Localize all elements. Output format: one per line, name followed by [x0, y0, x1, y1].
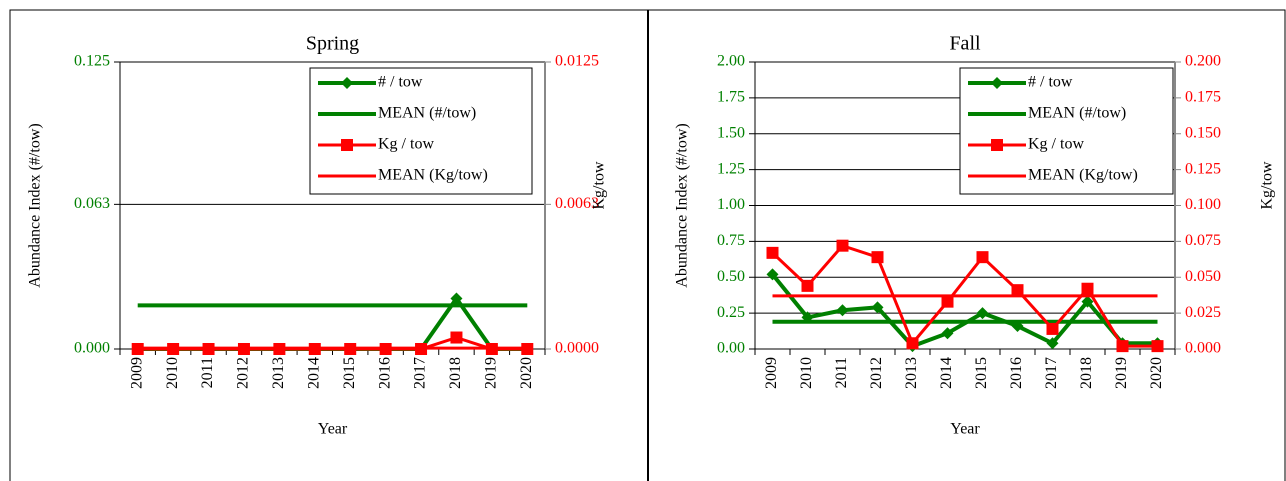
legend-marker	[341, 139, 353, 151]
legend-marker	[991, 139, 1003, 151]
x-tick-label: 2018	[1078, 357, 1095, 389]
x-tick-label: 2012	[235, 357, 252, 389]
y-tick-label: 1.00	[717, 196, 745, 213]
x-tick-label: 2018	[447, 357, 464, 389]
legend-label: Kg / tow	[1028, 136, 1084, 153]
x-tick-label: 2010	[798, 357, 815, 389]
point	[1081, 282, 1094, 295]
y2-tick-label: 0.125	[1185, 160, 1221, 177]
legend-label: # / tow	[1028, 74, 1073, 91]
y2-tick-label: 0.150	[1185, 124, 1221, 141]
y-tick-label: 0.50	[717, 268, 745, 285]
point	[1046, 322, 1059, 335]
point	[766, 246, 779, 259]
y2-tick-label: 0.100	[1185, 196, 1221, 213]
x-tick-label: 2013	[270, 357, 287, 389]
x-axis-label: Year	[318, 421, 348, 438]
y-tick-label: 0.00	[717, 340, 745, 357]
y-axis-label: Abundance Index (#/tow)	[674, 123, 691, 287]
legend-label: MEAN (#/tow)	[1028, 105, 1126, 122]
x-tick-label: 2014	[938, 357, 955, 389]
legend-label: # / tow	[378, 74, 423, 91]
x-axis-label: Year	[950, 421, 980, 438]
legend-label: Kg / tow	[378, 136, 434, 153]
point	[1011, 284, 1024, 297]
y-tick-label: 1.75	[717, 89, 745, 106]
x-tick-label: 2012	[868, 357, 885, 389]
x-tick-label: 2020	[518, 357, 535, 389]
y-tick-label: 1.50	[717, 124, 745, 141]
point	[450, 331, 463, 344]
series-line	[771, 243, 1158, 348]
x-tick-label: 2019	[483, 357, 500, 389]
x-tick-label: 2009	[128, 357, 145, 389]
x-tick-label: 2011	[199, 357, 216, 388]
point	[836, 239, 849, 252]
y2-tick-label: 0.0125	[555, 53, 599, 70]
legend-marker	[341, 77, 353, 89]
x-tick-label: 2009	[763, 357, 780, 389]
point	[871, 301, 884, 314]
point	[836, 304, 849, 317]
point	[976, 251, 989, 264]
x-tick-label: 2019	[1113, 357, 1130, 389]
point	[450, 292, 463, 305]
y-tick-label: 0.000	[74, 340, 110, 357]
y2-tick-label: 0.075	[1185, 232, 1221, 249]
y-tick-label: 0.75	[717, 232, 745, 249]
x-tick-label: 2017	[1043, 357, 1060, 389]
x-tick-label: 2011	[833, 357, 850, 388]
chart-title: Fall	[949, 33, 981, 55]
y2-axis-label: Kg/tow	[1259, 161, 1276, 209]
point	[941, 295, 954, 308]
point	[766, 268, 779, 281]
legend-label: MEAN (Kg/tow)	[378, 167, 488, 184]
x-tick-label: 2015	[973, 357, 990, 389]
x-tick-label: 2017	[412, 357, 429, 389]
y-tick-label: 0.25	[717, 304, 745, 321]
point	[871, 251, 884, 264]
y2-tick-label: 0.000	[1185, 340, 1221, 357]
y2-tick-label: 0.0063	[555, 195, 599, 212]
x-tick-label: 2014	[305, 357, 322, 389]
point	[906, 337, 919, 350]
y-tick-label: 2.00	[717, 53, 745, 70]
y2-tick-label: 0.050	[1185, 268, 1221, 285]
y2-tick-label: 0.200	[1185, 53, 1221, 70]
legend-marker	[991, 77, 1003, 89]
y-axis-label: Abundance Index (#/tow)	[27, 123, 44, 287]
point	[1081, 295, 1094, 308]
legend-box	[959, 67, 1174, 195]
legend-label: MEAN (#/tow)	[378, 105, 476, 122]
point	[801, 279, 814, 292]
x-tick-label: 2016	[376, 357, 393, 389]
x-tick-label: 2013	[903, 357, 920, 389]
y-tick-label: 0.125	[74, 53, 110, 70]
point	[1046, 337, 1059, 350]
point	[976, 307, 989, 320]
y-tick-label: 1.25	[717, 160, 745, 177]
x-tick-label: 2016	[1008, 357, 1025, 389]
x-tick-label: 2015	[341, 357, 358, 389]
point	[1116, 340, 1129, 353]
y2-tick-label: 0.025	[1185, 304, 1221, 321]
y-tick-label: 0.063	[74, 195, 110, 212]
y2-axis-label: Kg/tow	[591, 161, 608, 209]
x-tick-label: 2020	[1148, 357, 1165, 389]
point	[1151, 340, 1164, 353]
legend-label: MEAN (Kg/tow)	[1028, 167, 1138, 184]
y2-tick-label: 0.175	[1185, 89, 1221, 106]
x-tick-label: 2010	[164, 357, 181, 389]
y2-tick-label: 0.0000	[555, 340, 599, 357]
chart-title: Spring	[306, 33, 359, 55]
point	[941, 327, 954, 340]
